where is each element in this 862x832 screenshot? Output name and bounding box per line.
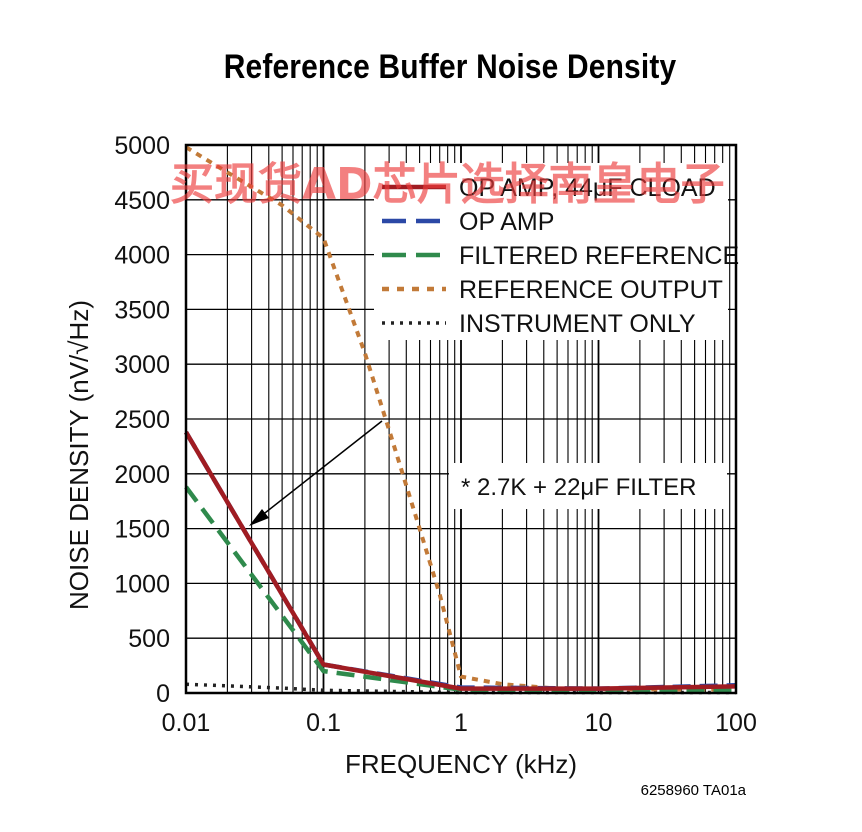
x-tick-label: 0.01 (162, 709, 211, 737)
y-tick-label: 4000 (114, 242, 170, 270)
annotation-arrow-line (255, 420, 383, 521)
x-tick-label: 100 (715, 709, 757, 737)
legend-background (374, 163, 728, 340)
legend-label-0: OP AMP, 44μF CLOAD (459, 174, 716, 202)
plot-frame (184, 143, 738, 695)
x-axis-label: FREQUENCY (kHz) (345, 749, 577, 779)
y-tick-label: 1000 (114, 570, 170, 598)
figure-code: 6258960 TA01a (640, 782, 746, 799)
legend-label-4: INSTRUMENT ONLY (459, 310, 696, 338)
y-tick-label: 5000 (114, 132, 170, 160)
annotation-arrow-head (249, 509, 269, 526)
annotation-text: * 2.7K + 22μF FILTER (461, 474, 696, 501)
series-lines (184, 145, 737, 695)
y-tick-label: 3000 (114, 351, 170, 379)
y-tick-label: 3500 (114, 296, 170, 324)
y-tick-label: 0 (156, 680, 170, 708)
x-tick-label: 1 (454, 709, 468, 737)
legend-label-2: FILTERED REFERENCE (459, 242, 739, 270)
legend-label-3: REFERENCE OUTPUT (459, 276, 723, 304)
annotation: * 2.7K + 22μF FILTER (249, 420, 727, 526)
y-tick-label: 2000 (114, 461, 170, 489)
tick-labels: 0 500 1000 1500 2000 2500 3000 3500 4000 4500 5000… (114, 132, 756, 737)
y-tick-label: 500 (128, 625, 170, 653)
y-tick-label: 1500 (114, 516, 170, 544)
series-line-0 (184, 431, 737, 691)
annotation-background (449, 463, 727, 509)
legend-label-1: OP AMP (459, 208, 554, 236)
grid (186, 145, 736, 693)
y-axis-label: NOISE DENSITY (nV/√Hz) (64, 300, 94, 610)
x-tick-label: 10 (585, 709, 613, 737)
chart-title: Reference Buffer Noise Density (223, 48, 677, 86)
series-line-4 (185, 682, 736, 695)
y-tick-label: 2500 (114, 406, 170, 434)
y-tick-label: 4500 (114, 187, 170, 215)
legend: OP AMP, 44μF CLOAD OP AMP FILTERED REFEREN… (374, 163, 739, 340)
x-tick-label: 0.1 (306, 709, 341, 737)
